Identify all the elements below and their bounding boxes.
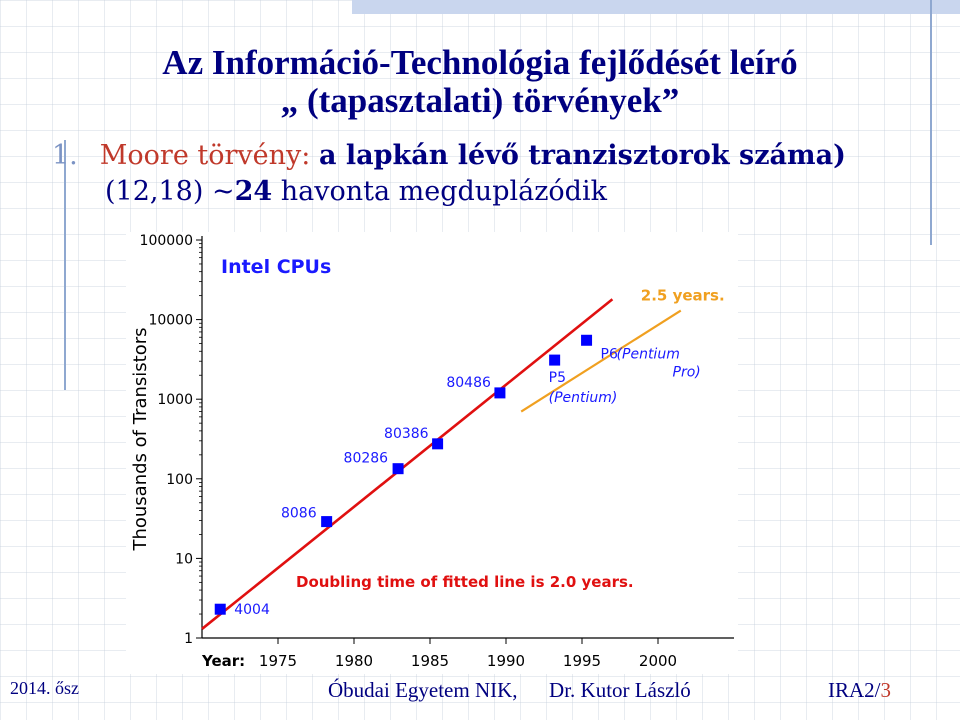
- data-point-P6: [581, 335, 592, 346]
- footer-author: Óbudai Egyetem NIK, Dr. Kutor László: [328, 678, 691, 703]
- chart-title: Intel CPUs: [221, 256, 331, 278]
- y-axis-title: Thousands of Transistors: [130, 327, 151, 551]
- data-point-4004: [215, 604, 226, 615]
- doubling-time-annotation: Doubling time of fitted line is 2.0 year…: [296, 573, 634, 591]
- point-label-4004: 4004: [234, 602, 270, 618]
- bullet-line-1: 1. Moore törvény: a lapkán lévő tranziszt…: [52, 138, 942, 174]
- footer-institution: Óbudai Egyetem NIK,: [328, 678, 518, 702]
- footer-author-name: Dr. Kutor László: [549, 678, 691, 702]
- bullet-line-2-prefix: (12,18) ~: [105, 176, 235, 207]
- x-axis-label: Year:: [201, 652, 245, 670]
- y-tick-label: 1000: [157, 392, 193, 408]
- x-tick-label: 2000: [639, 652, 677, 670]
- annotation-p6-pro: Pro): [673, 364, 701, 380]
- annotation-p6-pentium: (Pentium: [617, 346, 680, 362]
- data-point-80386: [432, 438, 443, 449]
- data-point-80486: [494, 387, 505, 398]
- footer-semester: 2014. ősz: [10, 678, 79, 699]
- y-tick-label: 10: [175, 551, 193, 567]
- footer-course: IRA2/3: [828, 678, 891, 703]
- moore-law-chart: 1 10 100 1000 10000 100000 Year: 1975 1980 1985 19…: [126, 232, 738, 674]
- bullet-line-2-months: 24: [235, 176, 273, 207]
- x-tick-label: 1975: [259, 652, 297, 670]
- annotation-p5-pentium: (Pentium): [549, 390, 618, 406]
- moore-law-label: Moore törvény:: [100, 140, 311, 171]
- data-point-8086: [321, 516, 332, 527]
- bullet-number: 1.: [52, 140, 78, 171]
- page-number: 3: [881, 678, 892, 702]
- point-label-8086: 8086: [281, 506, 317, 522]
- slide-title: Az Információ-Technológia fejlődését leí…: [0, 44, 960, 120]
- top-decoration-strip: [352, 0, 960, 14]
- y-tick-label: 100000: [140, 233, 193, 249]
- point-label-80386: 80386: [384, 426, 429, 442]
- bullet-moore-law: 1. Moore törvény: a lapkán lévő tranziszt…: [52, 138, 942, 210]
- point-label-P5: P5: [549, 370, 566, 386]
- x-tick-label: 1985: [411, 652, 449, 670]
- y-tick-label: 1: [184, 631, 193, 647]
- trend-line-label: 2.5 years.: [641, 287, 725, 305]
- data-point-P5: [549, 355, 560, 366]
- bullet-line-2-suffix: havonta megduplázódik: [272, 176, 607, 207]
- x-tick-label: 1995: [563, 652, 601, 670]
- point-label-80486: 80486: [446, 375, 491, 391]
- x-tick-label: 1980: [335, 652, 373, 670]
- x-tick-label: 1990: [487, 652, 525, 670]
- bullet-line-2: (12,18) ~24 havonta megduplázódik: [52, 174, 942, 210]
- y-tick-label: 10000: [148, 313, 193, 329]
- title-line-1: Az Információ-Technológia fejlődését leí…: [0, 44, 960, 82]
- bullet-description: a lapkán lévő tranzisztorok száma): [319, 140, 846, 171]
- data-point-80286: [393, 463, 404, 474]
- point-label-80286: 80286: [344, 451, 389, 467]
- footer-course-code: IRA2/: [828, 678, 881, 702]
- title-line-2: „ (tapasztalati) törvények”: [0, 82, 960, 120]
- point-label-P6: P6: [601, 346, 618, 362]
- y-tick-label: 100: [166, 472, 193, 488]
